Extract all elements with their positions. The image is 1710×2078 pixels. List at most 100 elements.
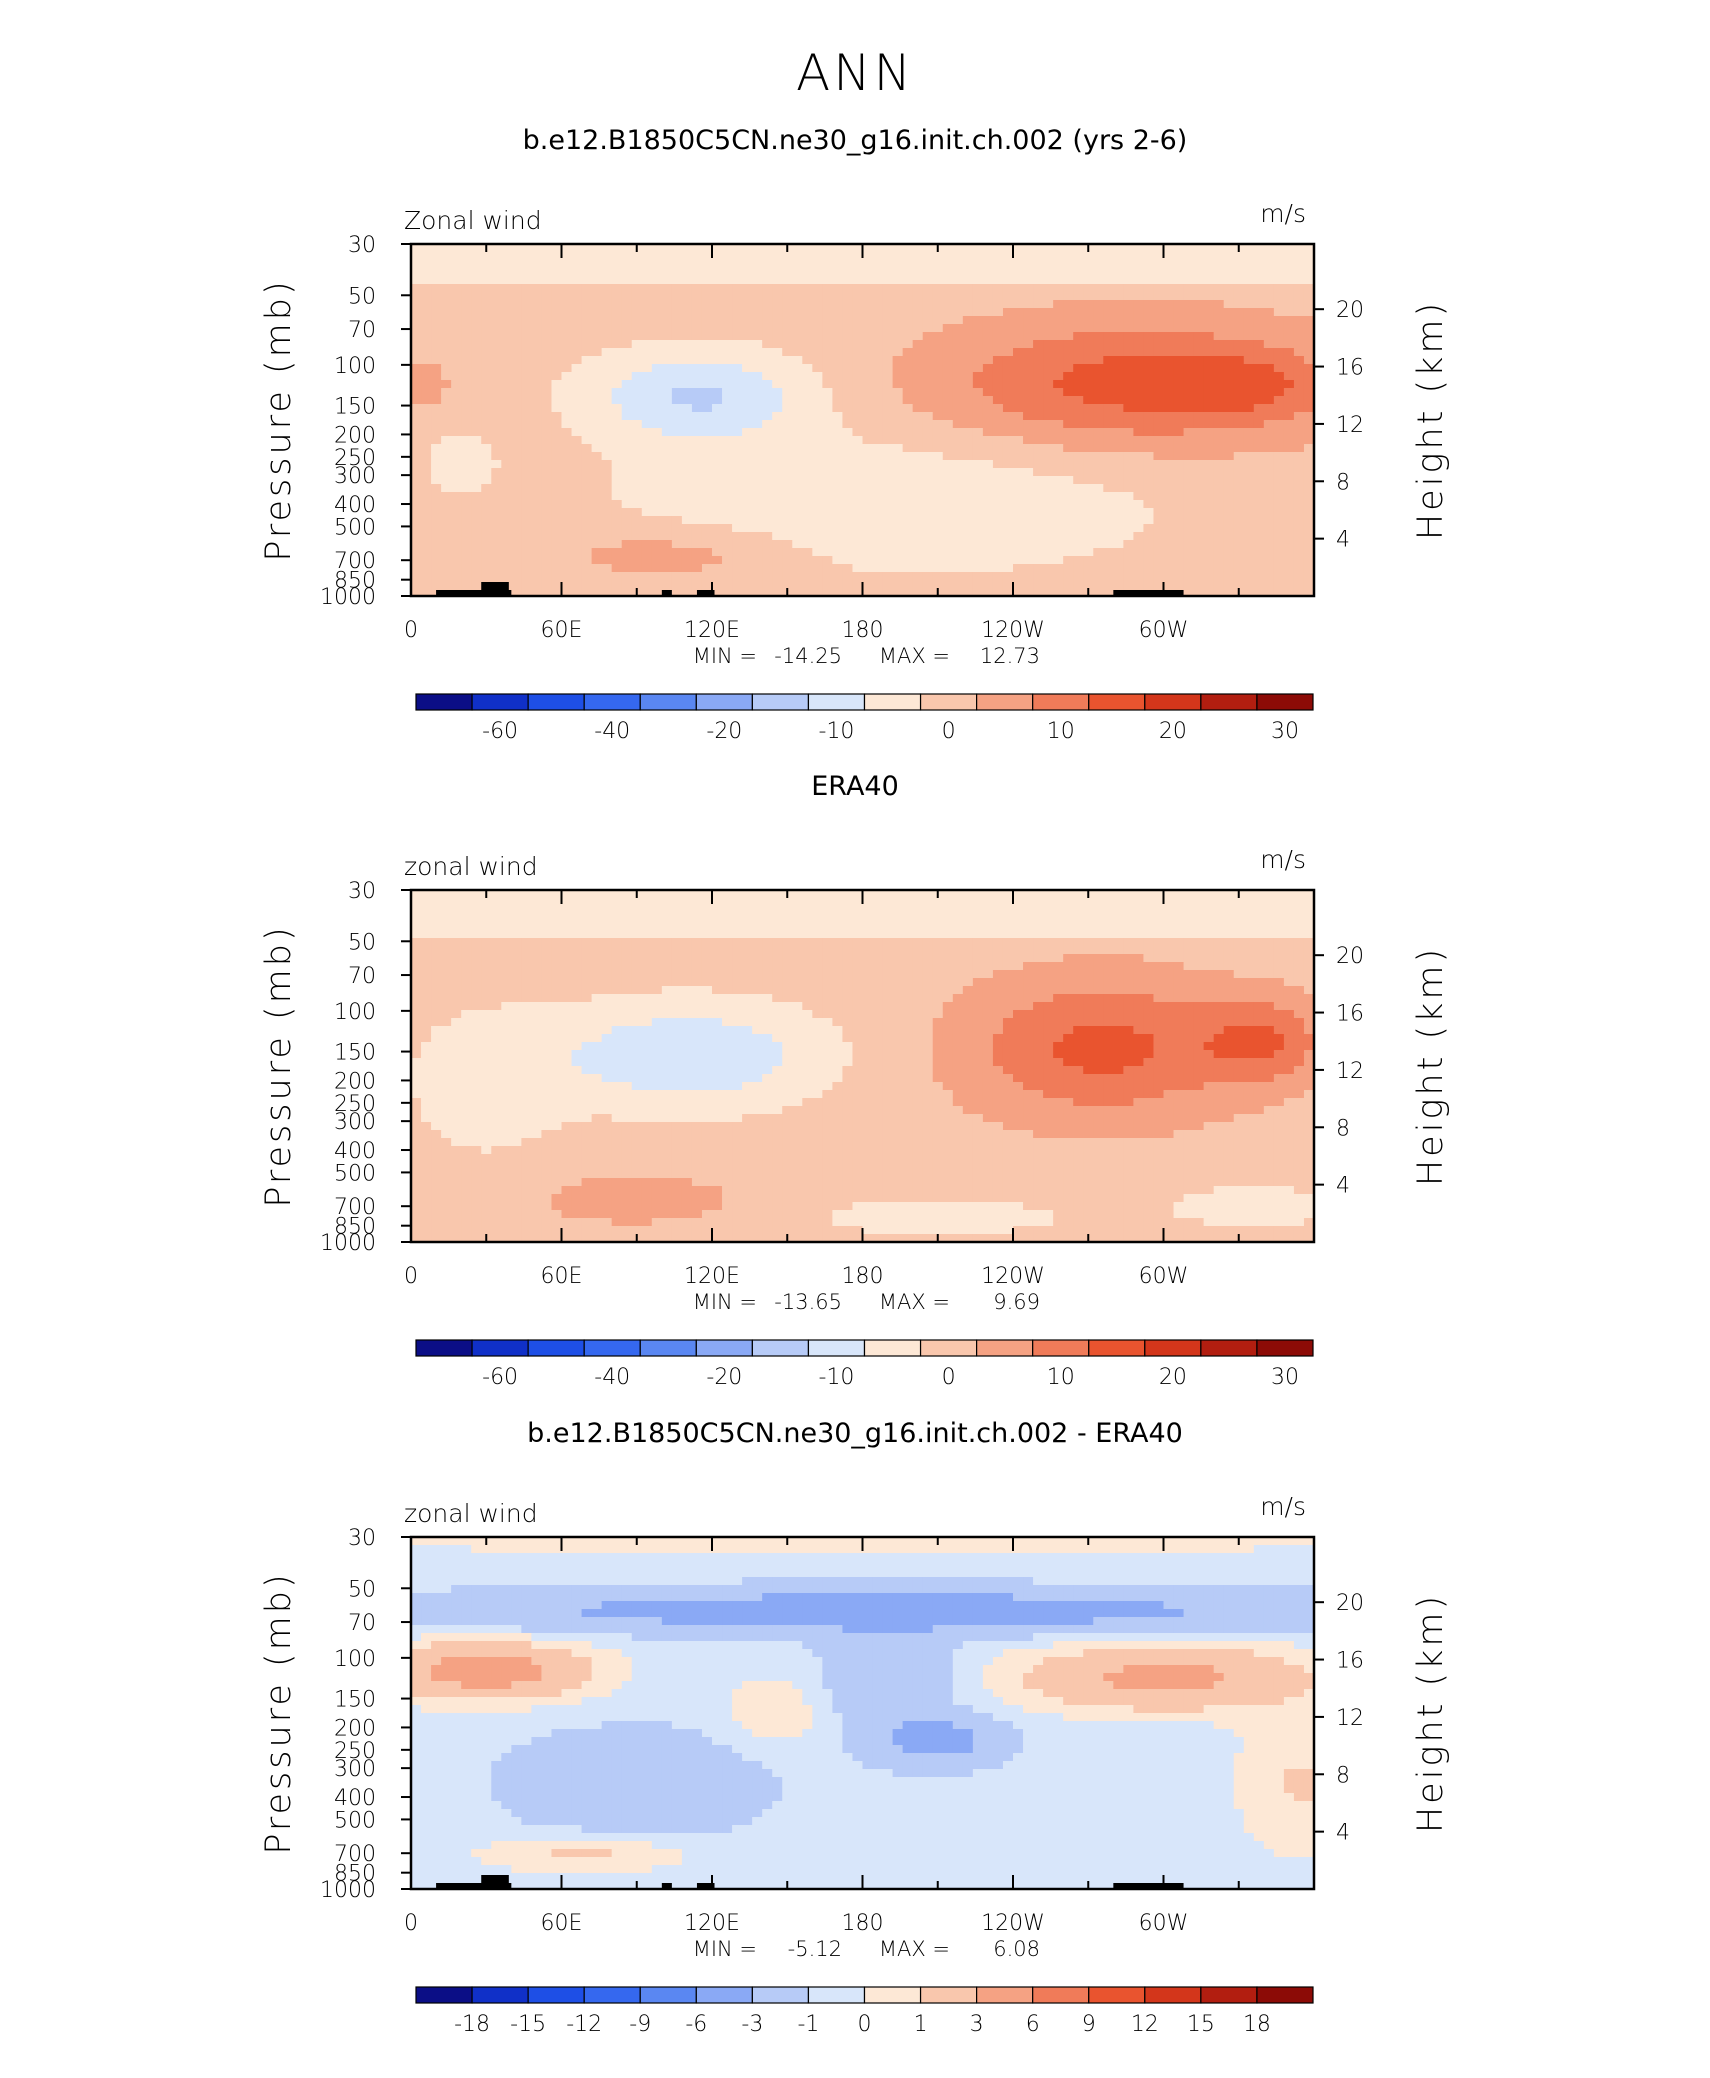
field-cell	[652, 898, 663, 907]
field-cell	[632, 452, 643, 461]
field-cell	[993, 946, 1004, 955]
field-cell	[1033, 906, 1044, 915]
field-cell	[772, 332, 783, 341]
field-cell	[441, 452, 452, 461]
field-cell	[1234, 532, 1245, 541]
field-cell	[1023, 516, 1034, 525]
field-cell	[1284, 572, 1295, 581]
field-cell	[541, 564, 552, 573]
field-cell	[792, 404, 803, 413]
field-cell	[1184, 444, 1195, 453]
field-cell	[602, 540, 613, 549]
field-cell	[883, 548, 894, 557]
field-cell	[602, 930, 613, 939]
field-cell	[461, 914, 472, 923]
field-cell	[572, 476, 583, 485]
field-cell	[662, 962, 673, 971]
field-cell	[722, 380, 733, 389]
field-cell	[842, 340, 853, 349]
field-cell	[1153, 356, 1164, 365]
field-cell	[762, 324, 773, 333]
field-cell	[1174, 954, 1185, 963]
field-cell	[883, 914, 894, 923]
field-cell	[762, 308, 773, 317]
field-cell	[983, 476, 994, 485]
field-cell	[471, 276, 482, 285]
field-cell	[792, 372, 803, 381]
field-cell	[933, 580, 944, 589]
field-cell	[1143, 300, 1154, 309]
field-cell	[1244, 524, 1255, 533]
field-cell	[481, 380, 492, 389]
field-cell	[441, 324, 452, 333]
field-cell	[953, 428, 964, 437]
contour-field	[411, 890, 1315, 1243]
field-cell	[672, 890, 683, 899]
field-cell	[903, 316, 914, 325]
field-cell	[842, 260, 853, 269]
field-cell	[1274, 580, 1285, 589]
field-cell	[943, 906, 954, 915]
field-cell	[953, 444, 964, 453]
field-cell	[441, 420, 452, 429]
x-tick-label: 180	[842, 618, 884, 643]
field-cell	[712, 906, 723, 915]
field-cell	[1033, 962, 1044, 971]
field-cell	[742, 890, 753, 899]
field-cell	[712, 524, 723, 533]
field-cell	[411, 524, 422, 533]
field-cell	[421, 324, 432, 333]
field-cell	[592, 508, 603, 517]
field-cell	[441, 316, 452, 325]
field-cell	[461, 460, 472, 469]
field-cell	[451, 332, 462, 341]
field-cell	[431, 516, 442, 525]
field-cell	[1043, 388, 1054, 397]
field-cell	[852, 388, 863, 397]
field-cell	[1113, 540, 1124, 549]
field-cell	[1174, 500, 1185, 509]
field-cell	[702, 332, 713, 341]
field-cell	[652, 340, 663, 349]
field-cell	[772, 292, 783, 301]
field-cell	[1194, 428, 1205, 437]
field-cell	[863, 556, 874, 565]
field-cell	[933, 332, 944, 341]
field-cell	[501, 548, 512, 557]
field-cell	[572, 572, 583, 581]
field-cell	[973, 516, 984, 525]
field-cell	[752, 292, 763, 301]
field-cell	[782, 906, 793, 915]
field-cell	[421, 380, 432, 389]
field-cell	[1184, 468, 1195, 477]
field-cell	[742, 468, 753, 477]
field-cell	[421, 548, 432, 557]
field-cell	[652, 308, 663, 317]
field-cell	[973, 372, 984, 381]
field-cell	[1103, 468, 1114, 477]
field-cell	[541, 890, 552, 899]
field-cell	[682, 388, 693, 397]
field-cell	[1224, 532, 1235, 541]
field-cell	[1043, 252, 1054, 261]
field-cell	[1224, 898, 1235, 907]
field-cell	[1274, 492, 1285, 501]
field-cell	[582, 300, 593, 309]
field-cell	[913, 428, 924, 437]
field-cell	[1063, 436, 1074, 445]
field-cell	[983, 444, 994, 453]
field-cell	[943, 252, 954, 261]
field-cell	[873, 540, 884, 549]
field-cell	[832, 380, 843, 389]
field-cell	[692, 524, 703, 533]
field-cell	[582, 252, 593, 261]
field-cell	[1294, 468, 1305, 477]
field-cell	[672, 922, 683, 931]
field-cell	[1254, 898, 1265, 907]
field-cell	[802, 564, 813, 573]
field-cell	[501, 938, 512, 947]
field-cell	[1083, 428, 1094, 437]
field-cell	[873, 484, 884, 493]
field-cell	[1274, 444, 1285, 453]
field-cell	[933, 572, 944, 581]
